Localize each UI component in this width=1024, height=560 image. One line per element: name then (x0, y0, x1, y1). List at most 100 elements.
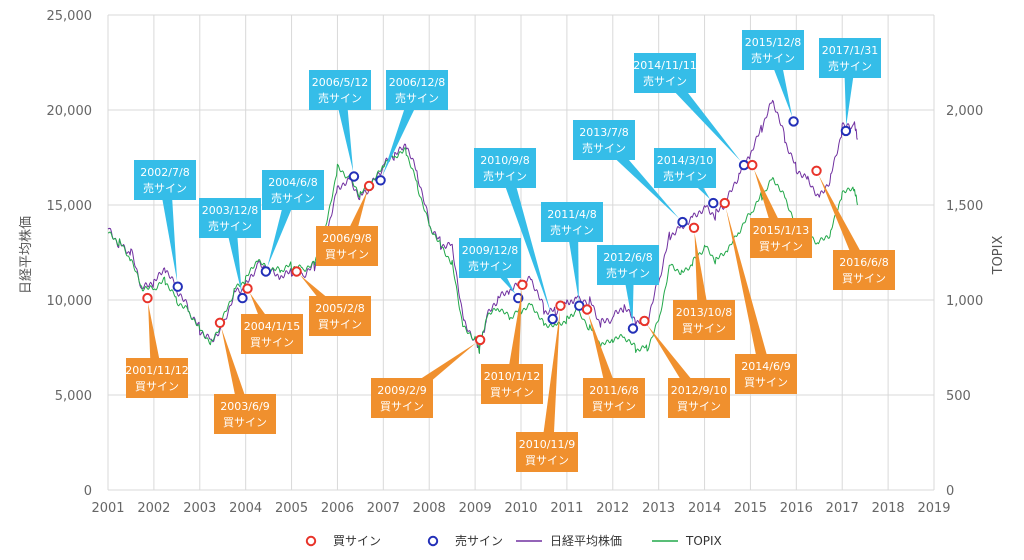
sell-callout-box (597, 245, 659, 285)
callout-label: 売サイン (606, 267, 650, 280)
x-tick-label: 2012 (596, 501, 629, 516)
sell-signal-marker (574, 300, 585, 311)
sell-signal-marker (172, 281, 183, 292)
callout-date: 2010/11/9 (519, 438, 575, 451)
sell-signal-marker (237, 292, 248, 304)
legend-sell-symbol (427, 535, 439, 547)
sell-signal-marker (348, 171, 360, 182)
signal-markers (142, 116, 852, 346)
callout-date: 2016/6/8 (839, 256, 888, 269)
sell-callout-box (262, 170, 324, 210)
buy-signal-marker (517, 279, 528, 290)
sell-signal-marker (738, 159, 750, 171)
buy-signal-marker (291, 266, 302, 277)
x-tick-label: 2014 (688, 501, 721, 516)
y-left-tick-label: 10,000 (47, 294, 93, 309)
buy-callout-box (735, 354, 797, 394)
callout-date: 2010/9/8 (480, 154, 529, 167)
callout-label: 買サイン (325, 248, 369, 261)
buy-callout-pointer (221, 327, 251, 416)
sell-signal-marker (547, 313, 558, 325)
buy-callout-box (316, 226, 378, 266)
callout-label: 売サイン (751, 52, 795, 65)
x-tick-label: 2007 (367, 501, 400, 516)
callout-label: 買サイン (525, 454, 569, 467)
y-right-tick-label: 1,500 (946, 199, 983, 214)
callout-label: 売サイン (395, 92, 439, 105)
callout-date: 2014/6/9 (741, 360, 790, 373)
y-left-tick-label: 20,000 (47, 104, 93, 119)
legend-nikkei-label: 日経平均株価 (550, 533, 622, 548)
callout-date: 2011/4/8 (547, 208, 596, 221)
sell-callout-box (459, 238, 521, 278)
callout-label: 買サイン (490, 386, 534, 399)
buy-signal-marker (747, 159, 758, 171)
y-left-tick-label: 5,000 (55, 389, 92, 404)
x-tick-label: 2018 (872, 501, 905, 516)
x-tick-label: 2015 (734, 501, 767, 516)
sell-callout-box (573, 120, 635, 160)
sell-callout-box (819, 38, 881, 78)
callout-date: 2003/12/8 (202, 204, 258, 217)
buy-signal-marker (688, 222, 700, 234)
buy-callout-box (481, 364, 543, 404)
callout-label: 買サイン (677, 400, 721, 413)
callout-date: 2004/6/8 (268, 176, 317, 189)
callout-label: 売サイン (271, 192, 315, 205)
x-tick-label: 2004 (229, 501, 262, 516)
buy-callout-pointer (694, 232, 710, 321)
callout-date: 2005/2/8 (315, 302, 364, 315)
y-left-tick-label: 15,000 (47, 199, 93, 214)
callout-label: 売サイン (483, 170, 527, 183)
x-tick-label: 2016 (780, 501, 813, 516)
callout-label: 買サイン (250, 336, 294, 349)
signal-callouts: 2002/7/8 売サイン 2003/12/8 売サイン 2004/6/8 売サイン 200… (125, 30, 895, 472)
buy-callout-box (371, 378, 433, 418)
callout-label: 買サイン (380, 400, 424, 413)
x-tick-label: 2013 (642, 501, 675, 516)
buy-callout-box (126, 358, 188, 398)
buy-signal-marker (811, 165, 822, 177)
sell-signal-marker (375, 175, 386, 186)
buy-callout-box (750, 218, 812, 258)
buy-callout-pointer (818, 175, 870, 273)
buy-callout-box (668, 378, 730, 418)
callout-date: 2001/11/12 (125, 364, 188, 377)
buy-callout-box (833, 250, 895, 290)
callout-label: 売サイン (468, 260, 512, 273)
callout-date: 2013/10/8 (676, 306, 732, 319)
callout-date: 2009/2/9 (377, 384, 426, 397)
sell-signal-marker (788, 116, 799, 127)
sell-signal-marker (677, 216, 688, 228)
x-tick-label: 2005 (275, 501, 308, 516)
x-tick-label: 2006 (321, 501, 354, 516)
y-right-tick-label: 2,000 (946, 104, 983, 119)
callout-label: 買サイン (759, 240, 803, 253)
callout-label: 売サイン (582, 142, 626, 155)
callout-date: 2006/12/8 (389, 76, 445, 89)
buy-callout-pointer (725, 208, 772, 376)
buy-signal-marker (639, 315, 650, 327)
callout-label: 買サイン (842, 272, 886, 285)
y-axis-title-left: 日経平均株価 (19, 216, 34, 294)
callout-date: 2011/6/8 (589, 384, 638, 397)
y-right-tick-label: 500 (946, 389, 971, 404)
sell-signal-marker (708, 197, 719, 209)
x-tick-label: 2002 (137, 501, 170, 516)
buy-callout-box (516, 432, 578, 472)
buy-callout-pointer (506, 289, 522, 385)
buy-signal-marker (474, 334, 486, 346)
callout-date: 2004/1/15 (244, 320, 300, 333)
sell-callout-box (474, 148, 536, 188)
buy-callout-box (583, 378, 645, 418)
x-tick-label: 2009 (459, 501, 492, 516)
sell-callout-box (742, 30, 804, 70)
callout-label: 買サイン (135, 380, 179, 393)
callout-date: 2015/1/13 (753, 224, 809, 237)
buy-callout-box (241, 314, 303, 354)
callout-label: 売サイン (318, 92, 362, 105)
sell-callout-pointer (499, 166, 552, 315)
legend-topix-label: TOPIX (685, 534, 722, 548)
legend-sell-label: 売サイン (455, 533, 503, 548)
